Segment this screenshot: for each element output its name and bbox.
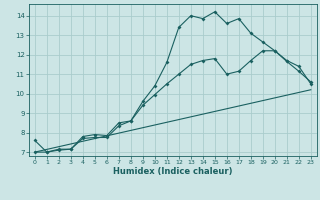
- X-axis label: Humidex (Indice chaleur): Humidex (Indice chaleur): [113, 167, 233, 176]
